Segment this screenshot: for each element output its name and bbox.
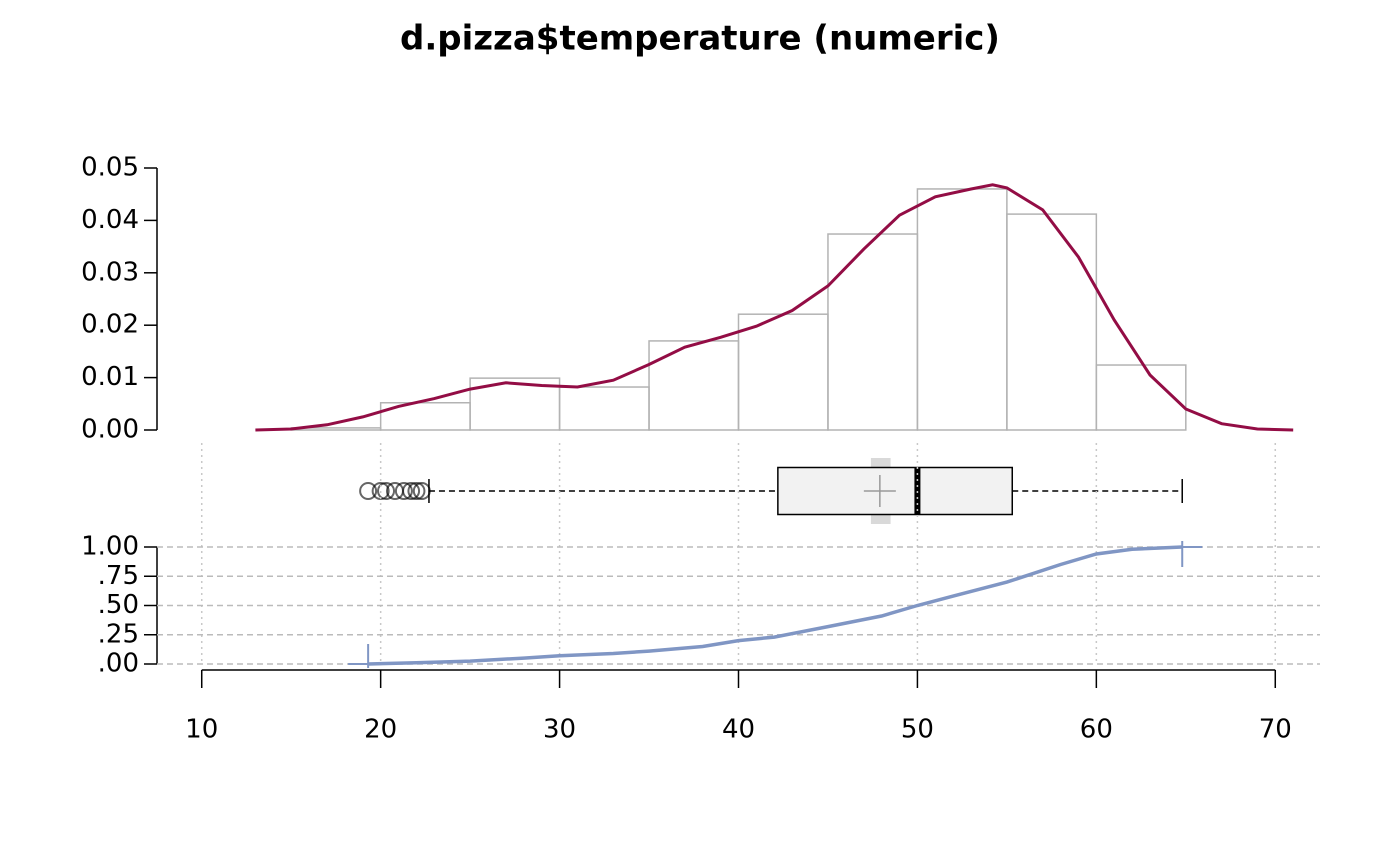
y-tick-label: .25 bbox=[98, 619, 139, 649]
x-tick-label: 70 bbox=[1259, 715, 1292, 745]
x-tick-label: 60 bbox=[1080, 715, 1113, 745]
x-tick-label: 30 bbox=[543, 715, 576, 745]
y-tick-label: 0.01 bbox=[81, 362, 139, 392]
ecdf-line bbox=[368, 545, 1183, 666]
histogram-bar bbox=[648, 340, 740, 431]
y-tick-label: 0.02 bbox=[81, 310, 139, 340]
x-tick-label: 40 bbox=[722, 715, 755, 745]
outlier bbox=[394, 482, 413, 500]
mean-marker bbox=[863, 475, 896, 507]
histogram-bar bbox=[558, 386, 650, 431]
x-tick-label: 10 bbox=[185, 715, 218, 745]
outlier bbox=[402, 482, 421, 500]
outlier bbox=[359, 482, 378, 500]
y-tick-label: 1.00 bbox=[81, 532, 139, 562]
y-tick-label: 0.00 bbox=[81, 415, 139, 445]
outlier bbox=[377, 482, 396, 500]
x-tick-label: 20 bbox=[364, 715, 397, 745]
histogram-bar bbox=[1006, 213, 1098, 431]
histogram-bar bbox=[827, 233, 919, 431]
y-tick-label: 0.03 bbox=[81, 257, 139, 287]
density-line bbox=[255, 183, 1294, 432]
outlier bbox=[412, 482, 431, 500]
outlier bbox=[407, 482, 426, 500]
y-tick-label: .00 bbox=[98, 649, 139, 679]
histogram-bar bbox=[916, 188, 1008, 431]
y-tick-label: .50 bbox=[98, 590, 139, 620]
histogram-bar bbox=[1095, 364, 1187, 431]
x-tick-label: 50 bbox=[901, 715, 934, 745]
y-tick-label: 0.05 bbox=[81, 153, 139, 183]
chart-title: d.pizza$temperature (numeric) bbox=[400, 19, 1000, 59]
y-tick-label: 0.04 bbox=[81, 205, 139, 235]
histogram-bar bbox=[737, 313, 829, 431]
y-tick-label: .75 bbox=[98, 561, 139, 591]
